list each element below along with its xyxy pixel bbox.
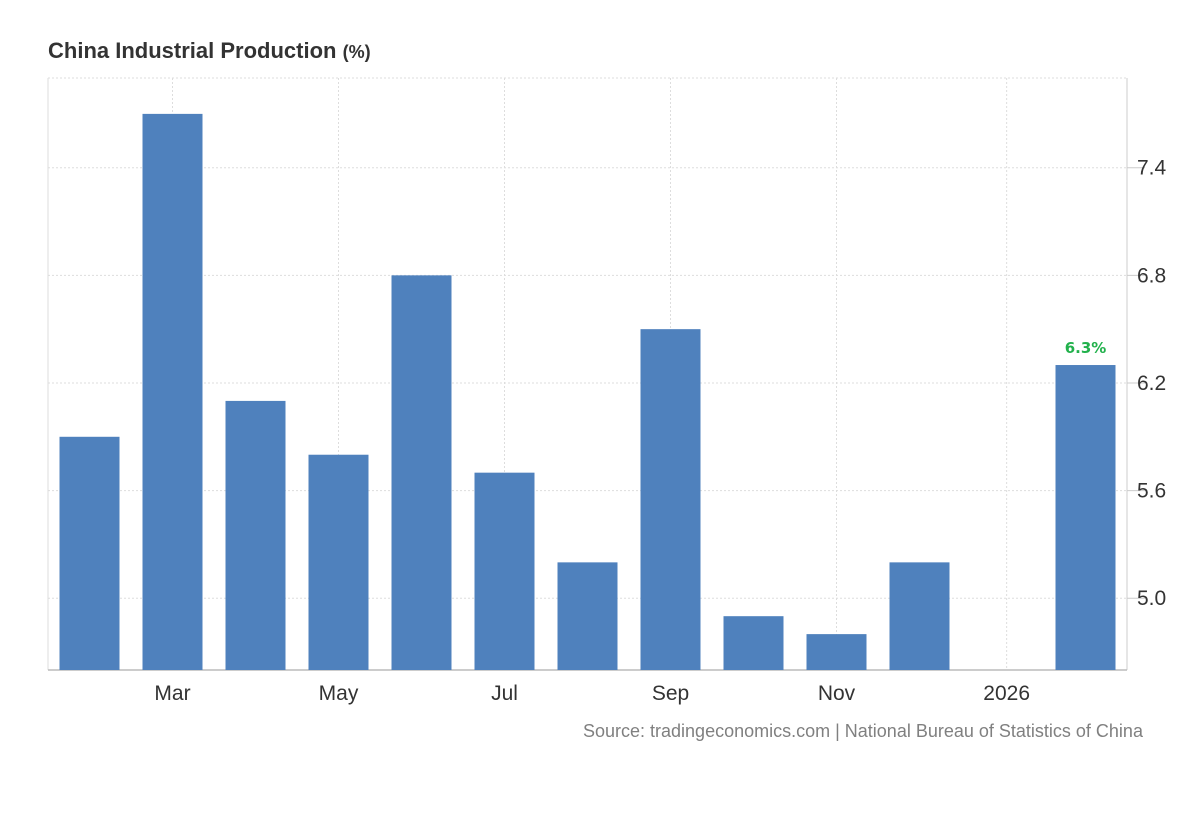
bar-mar-1[interactable] — [142, 113, 203, 670]
x-tick-label: Jul — [491, 682, 518, 705]
chart-title-unit: (%) — [342, 42, 371, 62]
bar-feb-12[interactable] — [1055, 365, 1116, 670]
bar-oct-8[interactable] — [723, 616, 784, 670]
bar-nov-9[interactable] — [806, 634, 867, 670]
y-tick-label: 6.8 — [1137, 264, 1166, 287]
y-tick-label: 6.2 — [1137, 372, 1166, 395]
x-tick-label: Sep — [652, 682, 689, 705]
bar-jul-5[interactable] — [474, 472, 535, 670]
chart-title-text: China Industrial Production — [48, 38, 337, 63]
x-tick-label: May — [319, 682, 359, 705]
last-value-label: 6.3% — [1065, 339, 1107, 357]
y-tick-label: 7.4 — [1137, 157, 1167, 180]
x-tick-label: Nov — [818, 682, 856, 705]
bar-feb-0[interactable] — [59, 436, 120, 670]
source-note: Source: tradingeconomics.com | National … — [583, 721, 1143, 741]
x-tick-label: 2026 — [983, 682, 1030, 705]
bar-layer — [59, 113, 1116, 670]
bar-aug-6[interactable] — [557, 562, 618, 670]
bar-sep-7[interactable] — [640, 329, 701, 670]
chart-title: China Industrial Production (%) — [48, 38, 371, 64]
bar-jun-4[interactable] — [391, 275, 452, 670]
bar-may-3[interactable] — [308, 454, 369, 670]
x-tick-label: Mar — [154, 682, 190, 705]
bar-dec-10[interactable] — [889, 562, 950, 670]
y-tick-label: 5.6 — [1137, 480, 1166, 503]
bar-apr-2[interactable] — [225, 400, 286, 670]
y-tick-label: 5.0 — [1137, 587, 1166, 610]
label-layer: 5.0 5.6 6.2 6.8 7.4 Mar May Jul Sep Nov 2026 6.3% — [154, 157, 1166, 705]
